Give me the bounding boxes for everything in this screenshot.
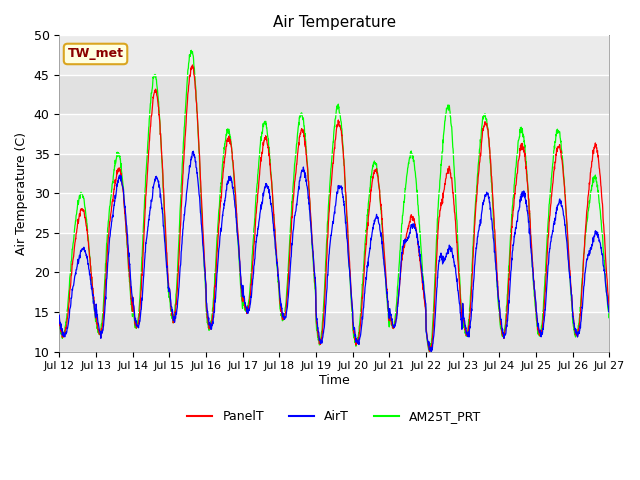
Bar [60,75,609,114]
Bar [60,312,609,351]
Legend: PanelT, AirT, AM25T_PRT: PanelT, AirT, AM25T_PRT [182,405,486,428]
Text: TW_met: TW_met [68,48,124,60]
Bar [60,233,609,273]
Bar [60,154,609,193]
Title: Air Temperature: Air Temperature [273,15,396,30]
Y-axis label: Air Temperature (C): Air Temperature (C) [15,132,28,255]
X-axis label: Time: Time [319,374,349,387]
